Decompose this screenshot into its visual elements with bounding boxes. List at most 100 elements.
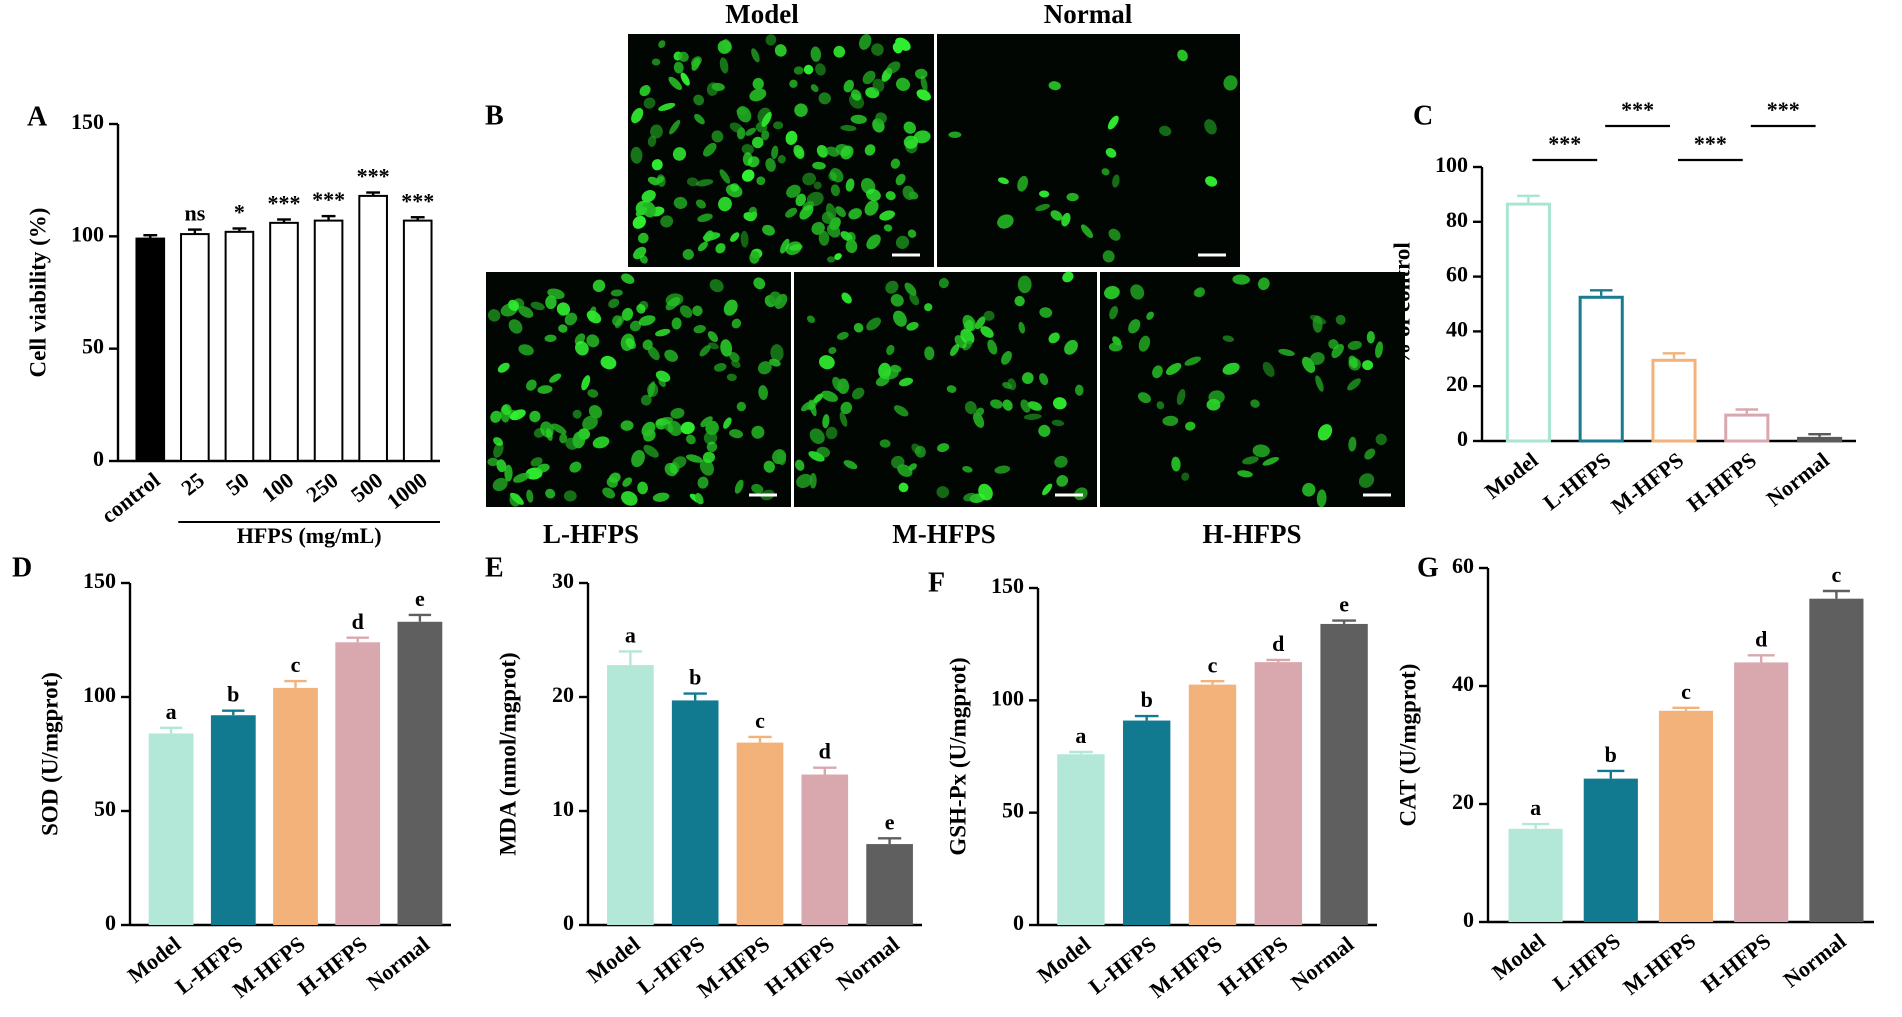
cell bbox=[643, 97, 656, 109]
cell bbox=[1184, 356, 1201, 366]
cell bbox=[994, 465, 1011, 474]
cell bbox=[915, 68, 928, 79]
annotation: a bbox=[1075, 723, 1086, 748]
cell bbox=[833, 45, 846, 58]
error-bar bbox=[410, 216, 425, 221]
cell bbox=[1107, 115, 1119, 130]
cell bbox=[806, 191, 824, 207]
cell bbox=[741, 144, 754, 155]
cell bbox=[647, 135, 657, 147]
cell bbox=[810, 84, 819, 93]
cell bbox=[1064, 339, 1078, 355]
cell bbox=[895, 173, 906, 186]
y-tick-label: 10 bbox=[552, 796, 574, 821]
cell bbox=[850, 114, 867, 124]
cell bbox=[731, 359, 741, 368]
bar bbox=[866, 844, 913, 925]
cell bbox=[946, 385, 957, 393]
annotation: b bbox=[1141, 687, 1153, 712]
cell bbox=[497, 362, 510, 373]
cell bbox=[608, 298, 620, 308]
cell bbox=[1206, 398, 1221, 411]
y-axis-label: MDA (nmol/mgprot) bbox=[495, 652, 520, 855]
panel-label: B bbox=[485, 100, 504, 131]
cell bbox=[537, 385, 553, 394]
cell bbox=[904, 282, 917, 296]
cell bbox=[886, 61, 901, 74]
cell bbox=[761, 130, 770, 141]
cell bbox=[748, 211, 758, 222]
bar-chart: G 0 20 40 60 CAT (U/mgprot) a Model b L-HFPS c M-HF… bbox=[1395, 552, 1874, 1000]
image-label: Model bbox=[725, 0, 799, 29]
cell bbox=[749, 88, 767, 102]
cell bbox=[751, 136, 764, 149]
cell bbox=[1020, 399, 1031, 413]
cell bbox=[726, 373, 737, 382]
cell bbox=[890, 364, 902, 373]
cell bbox=[1035, 203, 1050, 212]
cell bbox=[638, 315, 656, 326]
cell bbox=[1232, 274, 1250, 285]
cell bbox=[693, 94, 705, 106]
cell bbox=[1105, 148, 1117, 158]
cell bbox=[540, 421, 554, 438]
y-tick-label: 0 bbox=[1463, 907, 1474, 932]
cell bbox=[565, 437, 579, 450]
cell bbox=[718, 196, 732, 212]
cell bbox=[762, 224, 775, 236]
y-tick-label: 50 bbox=[82, 334, 104, 359]
cell bbox=[513, 472, 530, 483]
cell bbox=[493, 437, 503, 446]
y-tick-label: 100 bbox=[83, 682, 116, 707]
cell bbox=[883, 224, 893, 232]
cell bbox=[1237, 470, 1253, 478]
cell bbox=[715, 243, 726, 254]
cell bbox=[1137, 392, 1151, 404]
annotation: ns bbox=[184, 201, 205, 226]
cell bbox=[725, 184, 743, 198]
cell bbox=[509, 409, 526, 421]
cell bbox=[845, 239, 858, 254]
cell bbox=[795, 193, 807, 207]
cell bbox=[630, 146, 643, 164]
error-bar bbox=[187, 228, 202, 235]
cell bbox=[723, 299, 738, 316]
annotation: e bbox=[1339, 592, 1349, 617]
annotation: b bbox=[1605, 742, 1617, 767]
cell bbox=[916, 89, 931, 101]
cell bbox=[751, 425, 765, 439]
cell bbox=[903, 135, 919, 149]
y-tick-label: 150 bbox=[71, 109, 104, 134]
cell bbox=[954, 335, 967, 349]
cell bbox=[907, 229, 917, 238]
cell bbox=[830, 184, 841, 197]
cell bbox=[1112, 174, 1120, 188]
micrograph bbox=[486, 272, 791, 507]
cell bbox=[706, 441, 718, 453]
cell bbox=[891, 455, 905, 469]
image-label: Normal bbox=[1044, 0, 1133, 29]
annotation: d bbox=[1755, 626, 1767, 651]
y-tick-label: 150 bbox=[83, 568, 116, 593]
cell bbox=[569, 461, 582, 473]
cell bbox=[866, 234, 881, 250]
cell bbox=[770, 344, 784, 362]
cell bbox=[658, 40, 666, 49]
annotation: c bbox=[755, 708, 765, 733]
y-tick-label: 60 bbox=[1446, 262, 1468, 287]
cell bbox=[785, 130, 798, 146]
cell bbox=[668, 76, 683, 91]
cell bbox=[866, 317, 882, 331]
cell bbox=[487, 457, 499, 467]
micrograph bbox=[794, 271, 1097, 507]
image-label: H-HFPS bbox=[1203, 519, 1302, 549]
cell bbox=[526, 489, 534, 503]
cell bbox=[1061, 212, 1071, 227]
cell bbox=[1056, 475, 1069, 487]
cell bbox=[771, 145, 779, 159]
cell bbox=[1335, 314, 1346, 325]
cell bbox=[997, 214, 1014, 229]
cell bbox=[621, 273, 635, 284]
